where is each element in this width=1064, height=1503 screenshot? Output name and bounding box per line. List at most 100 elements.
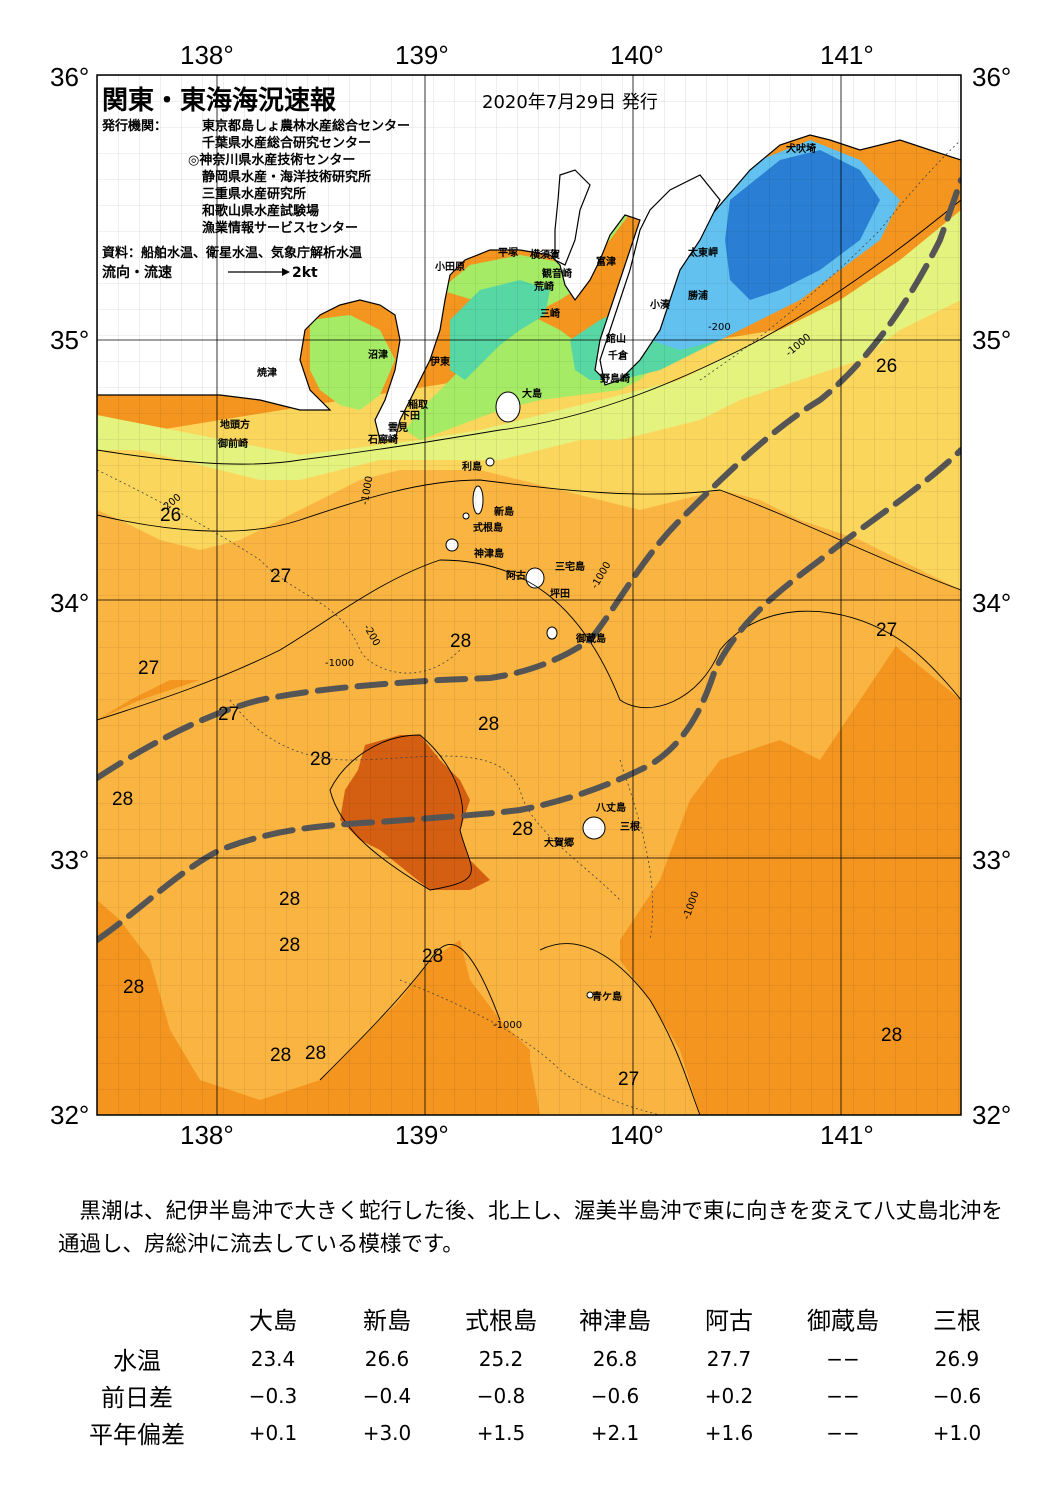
table-cell: +3.0 (362, 1420, 412, 1445)
table-cell: 27.7 (706, 1346, 752, 1371)
table-cell: −0.6 (590, 1383, 640, 1408)
publisher-item: 静岡県水産・海洋技術研究所 (202, 170, 372, 185)
station-name: 三根 (933, 1306, 981, 1335)
station-name: 大島 (249, 1306, 297, 1335)
place-label: 大賀郷 (544, 838, 574, 849)
lon-label-140-top: 140° (610, 40, 664, 70)
station-name: 式根島 (465, 1306, 537, 1335)
place-label: 館山 (606, 334, 626, 345)
publisher-item: 千葉県水産総合研究センター (202, 136, 372, 151)
lat-label-32-left: 32° (50, 1100, 90, 1130)
place-label: 富津 (596, 257, 616, 268)
temperature-label: 28 (279, 889, 301, 910)
publisher-list: 東京都島しょ農林水産総合センター 千葉県水産総合研究センター ◎神奈川県水産技術… (188, 118, 410, 237)
place-label: 三根 (620, 822, 640, 833)
flow-arrowhead-icon (282, 268, 290, 276)
station-temperature-table: 大島 新島 式根島 神津島 阿古 御蔵島 三根 水温 23.4 26.6 25.… (58, 1296, 1014, 1451)
flow-legend-scale: 2kt (292, 265, 318, 281)
lon-label-138-bottom: 138° (180, 1120, 234, 1150)
place-label: 八丈島 (596, 803, 626, 814)
place-label: 大島 (522, 389, 542, 400)
temperature-label: 27 (270, 566, 292, 587)
station-name: 御蔵島 (807, 1306, 879, 1335)
table-cell: 26.9 (934, 1346, 980, 1371)
map-svg (96, 74, 962, 1116)
table-cell: −0.4 (362, 1383, 412, 1408)
table-cell: −0.8 (476, 1383, 526, 1408)
table-cell: 26.6 (364, 1346, 410, 1371)
temperature-label: 28 (881, 1025, 903, 1046)
table-corner (58, 1296, 216, 1340)
table-cell: −− (826, 1383, 860, 1408)
temperature-label: 28 (112, 789, 134, 810)
place-label: 野島崎 (600, 374, 630, 385)
temperature-label: 28 (422, 946, 444, 967)
data-sources: 資料：船舶水温、衛星水温、気象庁解析水温 (102, 246, 363, 261)
lon-label-140-bottom: 140° (610, 1120, 664, 1150)
publisher-item: 漁業情報サービスセンター (202, 221, 359, 236)
place-label: 坪田 (550, 589, 570, 600)
place-label: 荒崎 (534, 282, 554, 293)
map-title: 関東・東海海況速報 (102, 86, 337, 116)
description-text: 黒潮は、紀伊半島沖で大きく蛇行した後、北上し、渥美半島沖で東に向きを変えて八丈島… (58, 1199, 1003, 1257)
lon-label-141-top: 141° (820, 40, 874, 70)
temperature-label: 26 (876, 356, 898, 377)
temperature-label: 28 (478, 714, 500, 735)
temperature-label: 27 (218, 704, 240, 725)
place-label: 御蔵島 (576, 634, 606, 645)
table-cell: −0.6 (932, 1383, 982, 1408)
issue-date: 2020年7月29日 発行 (482, 92, 658, 113)
temperature-label: 28 (450, 631, 472, 652)
lat-label-36-right: 36° (972, 62, 1012, 92)
place-label: 阿古 (506, 571, 526, 582)
lat-label-32-right: 32° (972, 1100, 1012, 1130)
table-cell: −− (826, 1420, 860, 1445)
place-label: 青ケ島 (592, 992, 622, 1003)
publisher-item: ◎神奈川県水産技術センター (188, 153, 356, 168)
station-name: 神津島 (579, 1306, 651, 1335)
place-label: 勝浦 (688, 291, 708, 302)
publisher-item: 和歌山県水産試験場 (202, 204, 320, 219)
publisher-item: 三重県水産研究所 (202, 187, 307, 202)
flow-legend-label: 流向・流速 (102, 265, 172, 281)
table-cell: +0.1 (248, 1420, 298, 1445)
table-cell: +1.0 (932, 1420, 982, 1445)
sea-surface-temperature-map: 138° 139° 140° 141° 138° 139° 140° 141° … (50, 40, 1012, 1150)
place-label: 焼津 (257, 368, 277, 379)
table-cell: +1.5 (476, 1420, 526, 1445)
depth-label: -1000 (325, 658, 355, 669)
temperature-label: 28 (279, 935, 301, 956)
table-cell: −0.3 (248, 1383, 298, 1408)
place-label: 利島 (462, 462, 482, 473)
temperature-label: 28 (310, 749, 332, 770)
lat-label-34-left: 34° (50, 588, 90, 618)
table-cell: 23.4 (250, 1346, 296, 1371)
lon-label-138-top: 138° (180, 40, 234, 70)
place-label: 新島 (494, 507, 514, 518)
place-label: 伊東 (430, 357, 450, 368)
place-label: 下田 (400, 411, 420, 422)
place-label: 三崎 (540, 309, 560, 320)
row-label: 水温 (113, 1347, 161, 1375)
temperature-label: 27 (138, 658, 160, 679)
depth-label: -200 (708, 322, 731, 333)
place-label: 観音崎 (542, 269, 572, 280)
lon-label-139-top: 139° (395, 40, 449, 70)
place-label: 太東岬 (688, 248, 718, 259)
place-label: 横須賀 (530, 250, 560, 261)
lat-label-35-left: 35° (50, 325, 90, 355)
temperature-label: 26 (160, 505, 182, 526)
temperature-label: 28 (512, 819, 534, 840)
temperature-label: 27 (876, 620, 898, 641)
table-cell: −− (826, 1346, 860, 1371)
place-label: 稲取 (408, 400, 428, 411)
table-cell: +0.2 (704, 1383, 754, 1408)
place-label: 御前崎 (218, 439, 248, 450)
temperature-label: 28 (270, 1045, 292, 1066)
table-cell: +1.6 (704, 1420, 754, 1445)
place-label: 沼津 (368, 350, 388, 361)
place-label: 小湊 (650, 300, 670, 311)
lat-label-36-left: 36° (50, 62, 90, 92)
table-cell: 25.2 (478, 1346, 524, 1371)
place-label: 雲見 (388, 423, 408, 434)
